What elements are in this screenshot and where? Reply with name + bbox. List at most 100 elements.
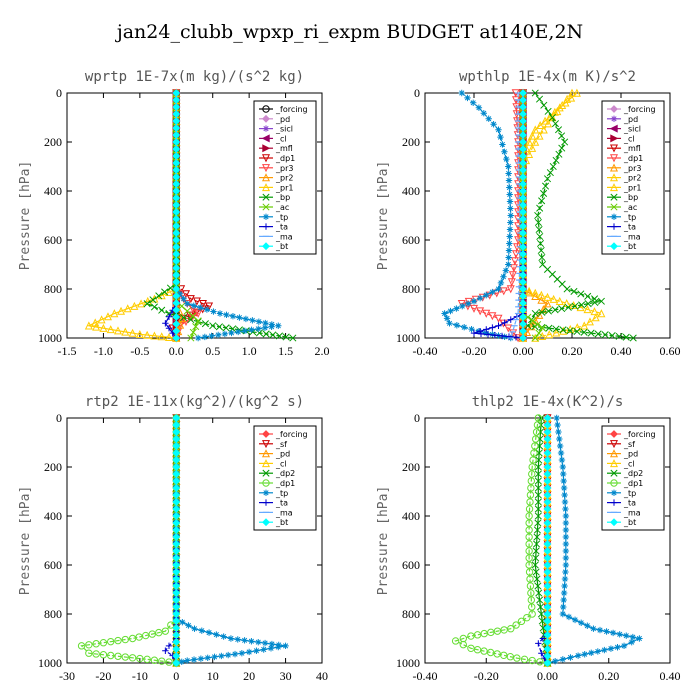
legend-marker <box>261 154 271 163</box>
data-point-marker <box>555 296 564 305</box>
data-point-marker <box>524 313 532 321</box>
legend-entry: _ta <box>275 223 288 232</box>
figure-title: jan24_clubb_wpxp_ri_expm BUDGET at140E,2… <box>115 21 583 43</box>
data-point-marker <box>567 93 576 102</box>
data-point-marker <box>499 287 508 296</box>
data-point-marker <box>594 330 602 338</box>
panel-title: thlp2 1E-4x(K^2)/s <box>472 394 624 410</box>
data-point-marker <box>241 327 249 335</box>
data-point-marker <box>275 332 284 340</box>
data-point-marker <box>597 297 605 305</box>
data-point-marker <box>528 603 536 611</box>
data-point-marker <box>135 330 144 339</box>
data-point-marker <box>567 654 574 661</box>
data-point-marker <box>162 320 169 327</box>
data-point-marker <box>275 643 282 651</box>
data-point-marker <box>525 568 534 576</box>
data-point-marker <box>533 533 541 541</box>
data-point-marker <box>253 647 260 654</box>
data-point-marker <box>157 332 166 341</box>
data-point-marker <box>236 314 243 321</box>
y-tick-label: 800 <box>402 282 420 296</box>
data-point-marker <box>562 519 570 527</box>
data-point-marker <box>165 309 173 318</box>
y-axis-label: Pressure [hPa] <box>18 486 33 596</box>
data-point-marker <box>530 449 538 457</box>
data-point-marker <box>205 629 213 636</box>
data-point-marker <box>534 484 542 492</box>
data-point-marker <box>248 638 255 645</box>
data-point-marker <box>562 561 570 569</box>
data-point-marker <box>591 313 600 322</box>
panel-title: wprtp 1E-7x(m kg)/(s^2 kg) <box>85 69 304 85</box>
data-point-marker <box>507 316 514 323</box>
legend-marker <box>261 449 271 458</box>
data-point-marker <box>184 657 191 664</box>
x-tick-label: 1.5 <box>278 344 293 358</box>
data-point-marker <box>261 639 269 647</box>
data-point-marker <box>190 302 197 309</box>
y-tick-label: 1000 <box>396 656 420 670</box>
legend-entry: _bp <box>623 193 638 202</box>
data-point-marker <box>211 653 218 661</box>
data-point-marker <box>558 132 566 140</box>
data-point-marker <box>601 646 608 654</box>
data-point-marker <box>597 309 606 318</box>
data-point-marker <box>535 589 543 597</box>
data-point-marker <box>562 568 569 576</box>
data-point-marker <box>469 304 479 313</box>
data-point-marker <box>527 477 536 485</box>
data-point-marker <box>260 646 267 653</box>
data-point-marker <box>501 319 508 326</box>
data-point-marker <box>512 334 520 341</box>
data-point-marker <box>162 647 169 654</box>
data-point-marker <box>536 121 545 130</box>
legend-marker <box>610 242 618 251</box>
data-point-marker <box>469 99 477 106</box>
data-point-marker <box>228 329 235 337</box>
data-point-marker <box>549 294 558 303</box>
data-point-marker <box>137 299 146 308</box>
data-point-marker <box>482 309 491 318</box>
x-tick-label: -0.20 <box>462 344 487 358</box>
legend-entry: _pr3 <box>275 164 293 173</box>
data-point-marker <box>532 568 540 576</box>
data-point-marker <box>538 650 545 657</box>
panel-wprtp: wprtp 1E-7x(m kg)/(s^2 kg) Pressure [hPa]… <box>18 69 330 358</box>
data-point-marker <box>506 191 513 198</box>
data-point-marker <box>562 505 569 513</box>
data-point-marker <box>544 107 552 115</box>
data-point-marker <box>262 330 270 338</box>
data-point-marker <box>536 603 545 611</box>
data-point-marker <box>128 634 137 643</box>
data-point-marker <box>561 582 568 590</box>
data-point-marker <box>128 328 137 337</box>
data-point-marker <box>282 642 289 650</box>
data-point-marker <box>535 329 543 337</box>
data-point-marker <box>242 315 250 323</box>
y-tick-label: 400 <box>44 184 62 198</box>
data-point-marker <box>501 148 508 155</box>
data-point-marker <box>561 491 568 499</box>
legend-entry: _ma <box>275 508 293 517</box>
data-point-marker <box>517 617 526 626</box>
data-point-marker <box>560 484 568 492</box>
data-point-marker <box>552 328 561 337</box>
data-point-marker <box>571 616 579 624</box>
data-point-marker <box>525 288 534 297</box>
data-point-marker <box>525 533 533 541</box>
data-point-marker <box>552 325 560 333</box>
data-point-marker <box>505 247 513 254</box>
x-tick-label: 0 <box>173 669 179 683</box>
data-point-marker <box>447 307 454 315</box>
data-point-marker <box>540 189 548 198</box>
data-point-marker <box>149 296 157 304</box>
y-tick-label: 1000 <box>38 656 62 670</box>
data-point-marker <box>535 449 543 457</box>
legend-entry: _ma <box>623 508 641 517</box>
data-point-marker <box>121 653 129 661</box>
legend-entry: _ma <box>275 232 293 241</box>
data-point-marker <box>117 306 126 315</box>
data-point-marker <box>525 547 533 555</box>
data-point-marker <box>483 329 490 337</box>
